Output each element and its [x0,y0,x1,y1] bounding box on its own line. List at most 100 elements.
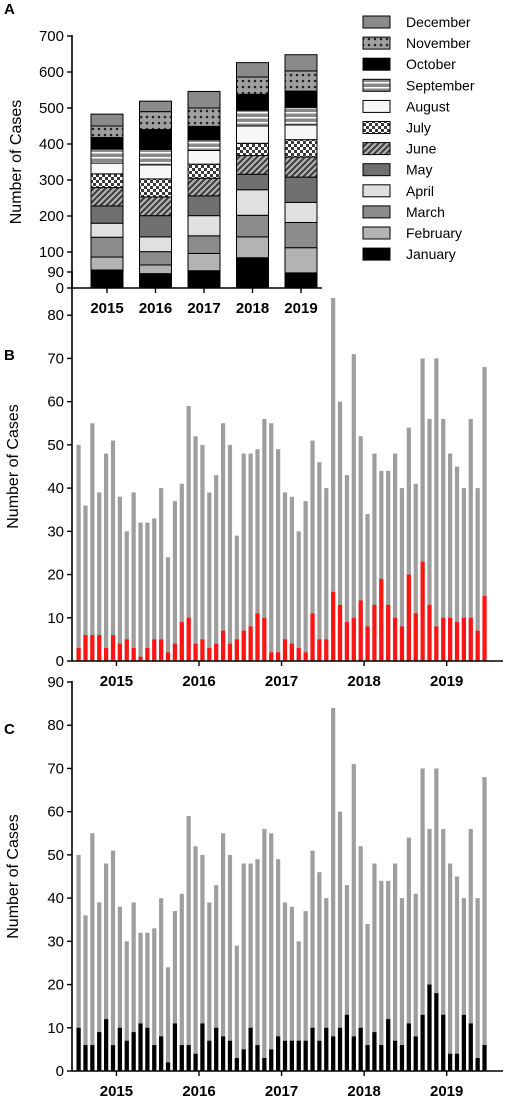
legend-label: August [406,98,450,114]
legend-label: March [406,204,445,220]
bar-segment-september [284,106,318,126]
bar-highlight-b [324,639,329,661]
bar-highlight-c [220,1036,226,1071]
x-tick-label-a: 2018 [236,300,269,317]
bar-highlight-c [200,1023,205,1071]
bar-total-b [172,501,178,661]
y-tick-label-c: 50 [47,847,64,864]
bar-total-b [310,440,315,661]
legend-swatch [362,36,391,50]
y-tick-label-c: 0 [56,1063,64,1080]
bar-segment-december [187,90,221,109]
bar-total-b [131,492,136,661]
bar-highlight-c [434,993,439,1071]
legend-swatch [362,99,391,113]
bar-highlight-b [303,652,308,661]
bar-segment-april [90,222,124,238]
bar-segment-january [187,270,221,289]
bar-total-c [138,932,143,1071]
bar-highlight-c [207,1040,212,1071]
bar-total-c [200,854,205,1071]
legend-label: June [406,141,437,157]
legend-label: November [406,35,471,51]
bar-segment-october [139,129,172,150]
bar-highlight-b [159,639,164,661]
legend-swatch [362,78,391,92]
bar-highlight-c [131,1032,136,1071]
legend-label: April [406,183,434,199]
bar-total-b [165,557,171,661]
y-tick-label-b: 30 [47,523,64,540]
y-tick-label-c: 60 [47,804,64,821]
bar-highlight-c [413,1036,418,1071]
bar-highlight-c [186,1045,191,1071]
bar-highlight-b [406,574,411,661]
bar-total-b [372,453,377,661]
bar-segment-june [236,155,269,175]
bar-total-c [324,898,329,1071]
bar-segment-july [187,163,221,179]
bar-highlight-c [83,1045,88,1071]
bar-highlight-b [392,617,398,661]
bar-highlight-c [454,1053,460,1071]
bar-total-c [441,828,446,1071]
bar-total-b [227,444,233,661]
bar-segment-october [187,125,221,141]
bar-segment-july [90,173,124,189]
bar-highlight-c [282,1040,288,1071]
bar-total-b [262,418,267,661]
bar-highlight-c [269,1049,274,1071]
bar-highlight-c [152,1045,157,1071]
bar-total-b [454,466,460,661]
bar-highlight-b [241,630,246,661]
bar-highlight-c [303,1040,308,1071]
y-tick-label-a: 0 [56,280,64,297]
bar-highlight-b [200,639,205,661]
bar-total-c [303,911,308,1071]
bar-total-c [152,928,157,1071]
bar-segment-november [187,107,221,127]
bar-total-c [248,863,253,1071]
bar-highlight-c [248,1027,253,1071]
bar-segment-march [284,221,318,249]
bar-total-c [255,859,260,1071]
bar-total-b [159,488,164,661]
bar-highlight-c [117,1027,122,1071]
bar-segment-may [139,215,172,238]
bar-total-c [289,906,294,1071]
bar-total-c [420,768,425,1071]
bar-highlight-c [441,1014,446,1071]
bar-highlight-b [110,635,116,661]
bar-total-c [76,854,81,1071]
bar-total-c [97,902,102,1071]
bar-total-c [179,893,184,1071]
bar-highlight-b [276,652,281,661]
bar-highlight-b [172,643,178,661]
bar-highlight-c [289,1040,294,1071]
bar-highlight-c [379,1045,384,1071]
bar-segment-june [284,156,318,178]
bar-total-b [317,462,322,661]
bar-total-c [131,902,136,1071]
bar-total-c [262,828,267,1071]
bar-highlight-b [427,604,432,661]
bar-highlight-b [214,643,219,661]
y-tick-label-a: 700 [39,28,64,45]
bar-highlight-c [406,1023,411,1071]
bar-highlight-b [289,643,294,661]
bar-total-c [434,768,439,1071]
bar-total-c [406,837,411,1071]
bar-total-c [241,863,246,1071]
bar-highlight-c [420,1014,425,1071]
bar-total-c [90,833,95,1071]
bar-total-b [138,522,143,661]
bar-total-b [392,453,398,661]
bar-total-b [186,405,191,661]
bar-highlight-b [386,604,391,661]
bar-total-b [482,367,487,661]
bar-highlight-b [296,648,301,661]
bar-segment-february [284,247,318,274]
bar-highlight-c [214,1027,219,1071]
bar-highlight-b [331,591,336,661]
bar-highlight-c [399,1045,405,1071]
